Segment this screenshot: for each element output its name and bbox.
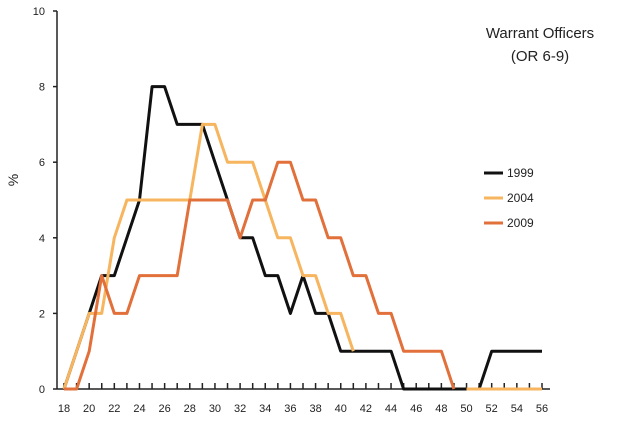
x-tick-label: 24 [133,403,145,415]
series-lines [62,85,542,391]
x-tick-label: 44 [385,403,397,415]
x-tick-label: 50 [460,403,472,415]
x-tick-label: 18 [58,403,70,415]
y-tick-label: 2 [39,308,45,320]
y-tick-label: 8 [39,82,45,94]
legend-label-1999: 1999 [507,166,534,180]
x-tick-label: 46 [410,403,422,415]
x-tick-label: 26 [159,403,171,415]
x-tick-label: 28 [184,403,196,415]
x-tick-label: 38 [309,403,321,415]
y-tick-label: 4 [39,233,45,245]
legend: 1999 2004 2009 [484,166,534,230]
x-tick-label: 48 [435,403,447,415]
chart-title-line-2: (OR 6-9) [511,48,569,65]
y-tick-label: 10 [33,6,45,18]
series-line-1999 [62,85,542,391]
chart-title-line-1: Warrant Officers [486,25,594,42]
x-tick-label: 22 [108,403,120,415]
x-tick-label: 36 [284,403,296,415]
y-tick-label: 0 [39,384,45,396]
x-tick-label: 42 [360,403,372,415]
x-tick-label: 32 [234,403,246,415]
y-tick-label: 6 [39,157,45,169]
x-tick-label: 30 [209,403,221,415]
x-tick-label: 20 [83,403,95,415]
x-tick-label: 52 [486,403,498,415]
x-tick-label: 40 [335,403,347,415]
y-axis-ticks: 0 2 4 6 8 10 [33,6,57,396]
x-tick-label: 34 [259,403,271,415]
legend-label-2009: 2009 [507,216,534,230]
x-tick-label: 56 [536,403,548,415]
y-axis-label: % [5,174,21,186]
series-line-2004 [62,122,542,391]
chart-title: Warrant Officers (OR 6-9) [486,25,594,65]
series-line-2009 [64,160,456,391]
legend-label-2004: 2004 [507,191,534,205]
x-tick-label: 54 [511,403,523,415]
